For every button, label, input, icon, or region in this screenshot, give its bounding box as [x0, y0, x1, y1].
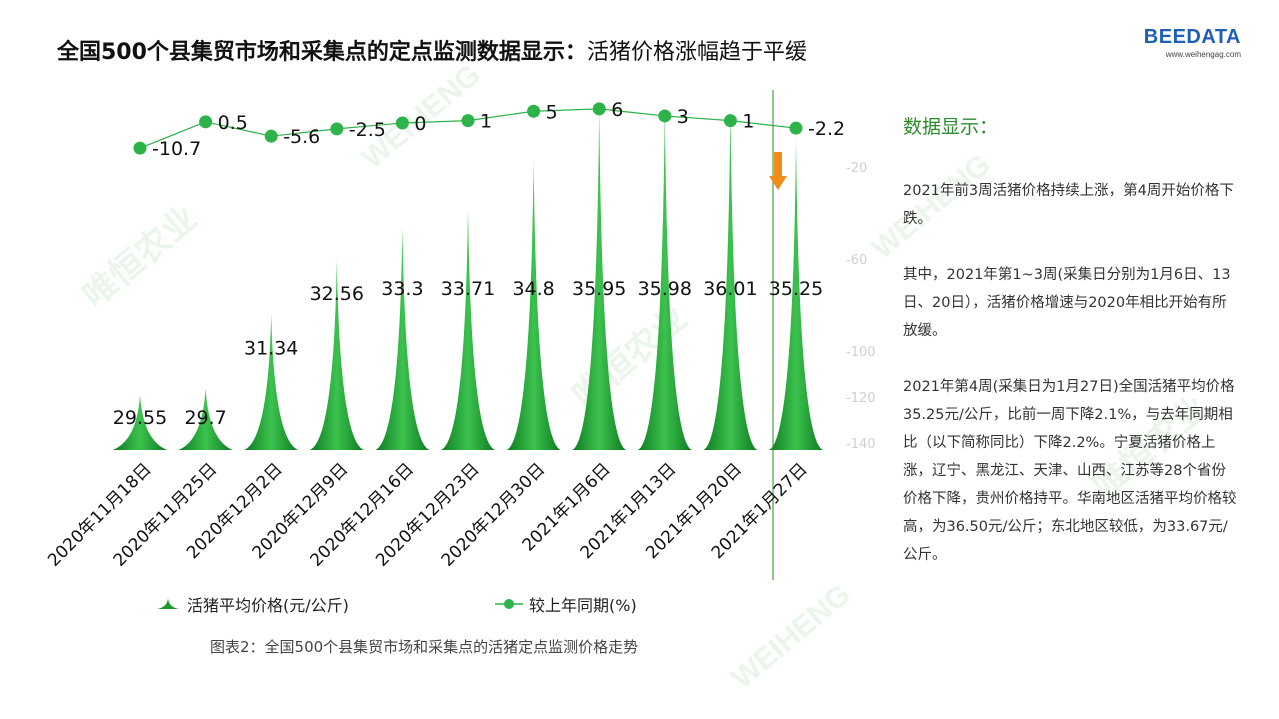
bar-value-label: 35.25	[769, 278, 823, 300]
price-bar	[113, 395, 167, 450]
bar-value-label: 33.3	[381, 278, 423, 300]
legend-label-yoy: 较上年同期(%)	[529, 596, 637, 615]
legend-line-icon	[495, 599, 523, 609]
chart-caption: 图表2：全国500个县集贸市场和采集点的活猪定点监测价格走势	[210, 638, 639, 656]
price-bar	[244, 314, 299, 450]
yoy-value-label: 1	[742, 111, 754, 133]
legend-item-yoy: 较上年同期(%)	[495, 592, 637, 616]
yoy-value-label: 5	[546, 101, 558, 123]
yoy-value-label: 1	[480, 111, 492, 133]
yoy-point	[264, 129, 278, 143]
yoy-value-label: -2.5	[349, 119, 386, 141]
yoy-point	[199, 115, 213, 129]
secondary-axis-tick: -60	[846, 253, 867, 268]
bar-value-label: 34.8	[512, 278, 554, 300]
brand-name: BEEDATA	[1143, 26, 1241, 48]
price-bar	[178, 388, 233, 450]
yoy-value-label: -10.7	[152, 138, 201, 160]
bar-value-label: 36.01	[703, 278, 757, 300]
yoy-value-label: 3	[677, 106, 689, 128]
yoy-point	[133, 141, 147, 155]
secondary-axis-tick: -120	[846, 391, 876, 406]
bar-value-label: 35.98	[638, 278, 692, 300]
title-normal: 活猪价格涨幅趋于平缓	[586, 40, 807, 65]
secondary-axis-tick: -100	[846, 345, 876, 360]
yoy-point	[330, 122, 344, 136]
panel-heading: 数据显示：	[903, 116, 999, 138]
bar-value-label: 29.55	[113, 407, 167, 429]
yoy-point	[723, 114, 737, 128]
yoy-value-label: 0.5	[218, 112, 248, 134]
yoy-point	[461, 114, 475, 128]
brand-url: www.weihengag.com	[1165, 50, 1241, 59]
yoy-value-label: -5.6	[283, 126, 320, 148]
data-panel: 数据显示： 2021年前3周活猪价格持续上涨，第4周开始价格下跌。 其中，202…	[903, 112, 1238, 597]
title-bold: 全国500个县集贸市场和采集点的定点监测数据显示：	[57, 40, 587, 65]
yoy-value-label: 6	[611, 99, 623, 121]
legend-item-price: 活猪平均价格(元/公斤)	[155, 592, 349, 616]
bar-value-label: 31.34	[244, 338, 298, 360]
legend-bar-icon	[157, 597, 179, 609]
panel-paragraph: 2021年第4周(采集日为1月27日)全国活猪平均价格35.25元/公斤，比前一…	[903, 379, 1237, 563]
price-bar	[572, 107, 627, 451]
bar-value-label: 32.56	[310, 283, 364, 305]
yoy-point	[395, 116, 409, 130]
yoy-point	[789, 121, 803, 135]
price-bar	[769, 139, 823, 450]
down-arrow-icon	[769, 152, 787, 190]
price-bar	[637, 106, 692, 451]
bar-value-label: 35.95	[572, 278, 626, 300]
brand-logo: BEEDATA www.weihengag.com	[1144, 26, 1241, 59]
panel-paragraph: 其中，2021年第1~3周(采集日分别为1月6日、13日、20日），活猪价格增速…	[903, 267, 1231, 339]
bar-value-label: 29.7	[184, 407, 226, 429]
price-bar	[441, 208, 495, 450]
price-bar	[506, 159, 561, 450]
yoy-point	[658, 109, 672, 123]
price-bar	[703, 105, 758, 450]
yoy-point	[592, 102, 606, 116]
panel-paragraph: 2021年前3周活猪价格持续上涨，第4周开始价格下跌。	[903, 183, 1234, 227]
yoy-value-label: -2.2	[808, 118, 845, 140]
yoy-point	[527, 104, 541, 118]
legend-label-price: 活猪平均价格(元/公斤)	[187, 596, 349, 615]
bar-value-label: 33.71	[441, 278, 495, 300]
price-bar	[309, 259, 364, 450]
page-title: 全国500个县集贸市场和采集点的定点监测数据显示：活猪价格涨幅趋于平缓	[57, 34, 807, 66]
price-bar	[375, 226, 430, 450]
secondary-axis-tick: -140	[846, 437, 876, 452]
yoy-value-label: 0	[414, 113, 426, 135]
secondary-axis-tick: -20	[846, 161, 867, 176]
